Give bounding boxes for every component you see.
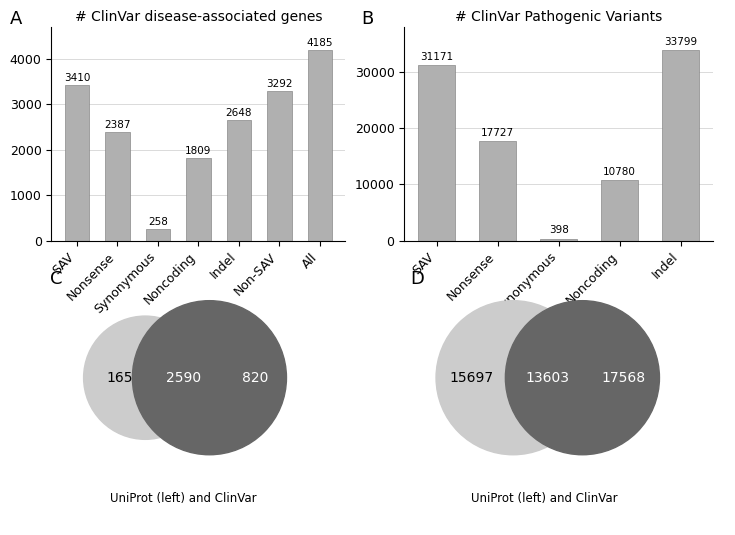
- Text: 2590: 2590: [166, 371, 201, 385]
- Bar: [479, 141, 516, 241]
- Text: 2648: 2648: [226, 108, 252, 118]
- Text: 398: 398: [548, 225, 569, 235]
- Text: 17568: 17568: [601, 371, 645, 385]
- Bar: [65, 86, 89, 241]
- Text: UniProt (left) and ClinVar: UniProt (left) and ClinVar: [470, 492, 617, 505]
- Title: # ClinVar disease-associated genes: # ClinVar disease-associated genes: [75, 10, 322, 24]
- Text: 33799: 33799: [664, 37, 698, 47]
- Text: 3292: 3292: [266, 79, 293, 89]
- Bar: [186, 158, 211, 241]
- Text: 165: 165: [107, 371, 133, 385]
- Circle shape: [84, 316, 207, 439]
- Bar: [227, 120, 251, 241]
- Text: 3410: 3410: [64, 73, 90, 83]
- Text: 1809: 1809: [185, 146, 212, 156]
- Bar: [540, 239, 577, 241]
- Text: 13603: 13603: [526, 371, 570, 385]
- Circle shape: [436, 301, 590, 455]
- Text: C: C: [50, 270, 62, 288]
- Text: 258: 258: [148, 217, 168, 227]
- Text: D: D: [410, 270, 424, 288]
- Text: 15697: 15697: [450, 371, 494, 385]
- Bar: [146, 229, 170, 241]
- Circle shape: [506, 301, 659, 455]
- Bar: [418, 65, 455, 241]
- Text: B: B: [361, 10, 373, 28]
- Text: 4185: 4185: [306, 38, 333, 48]
- Bar: [601, 180, 638, 241]
- Title: # ClinVar Pathogenic Variants: # ClinVar Pathogenic Variants: [455, 10, 662, 24]
- Circle shape: [132, 301, 287, 455]
- Text: 17727: 17727: [481, 127, 514, 137]
- Bar: [105, 132, 129, 241]
- Bar: [308, 50, 332, 241]
- Text: 10780: 10780: [603, 167, 636, 177]
- Text: 820: 820: [243, 371, 269, 385]
- Bar: [662, 50, 699, 241]
- Text: A: A: [10, 10, 23, 28]
- Text: UniProt (left) and ClinVar: UniProt (left) and ClinVar: [110, 492, 257, 505]
- Text: 2387: 2387: [104, 120, 131, 130]
- Bar: [268, 91, 292, 241]
- Text: 31171: 31171: [420, 52, 453, 62]
